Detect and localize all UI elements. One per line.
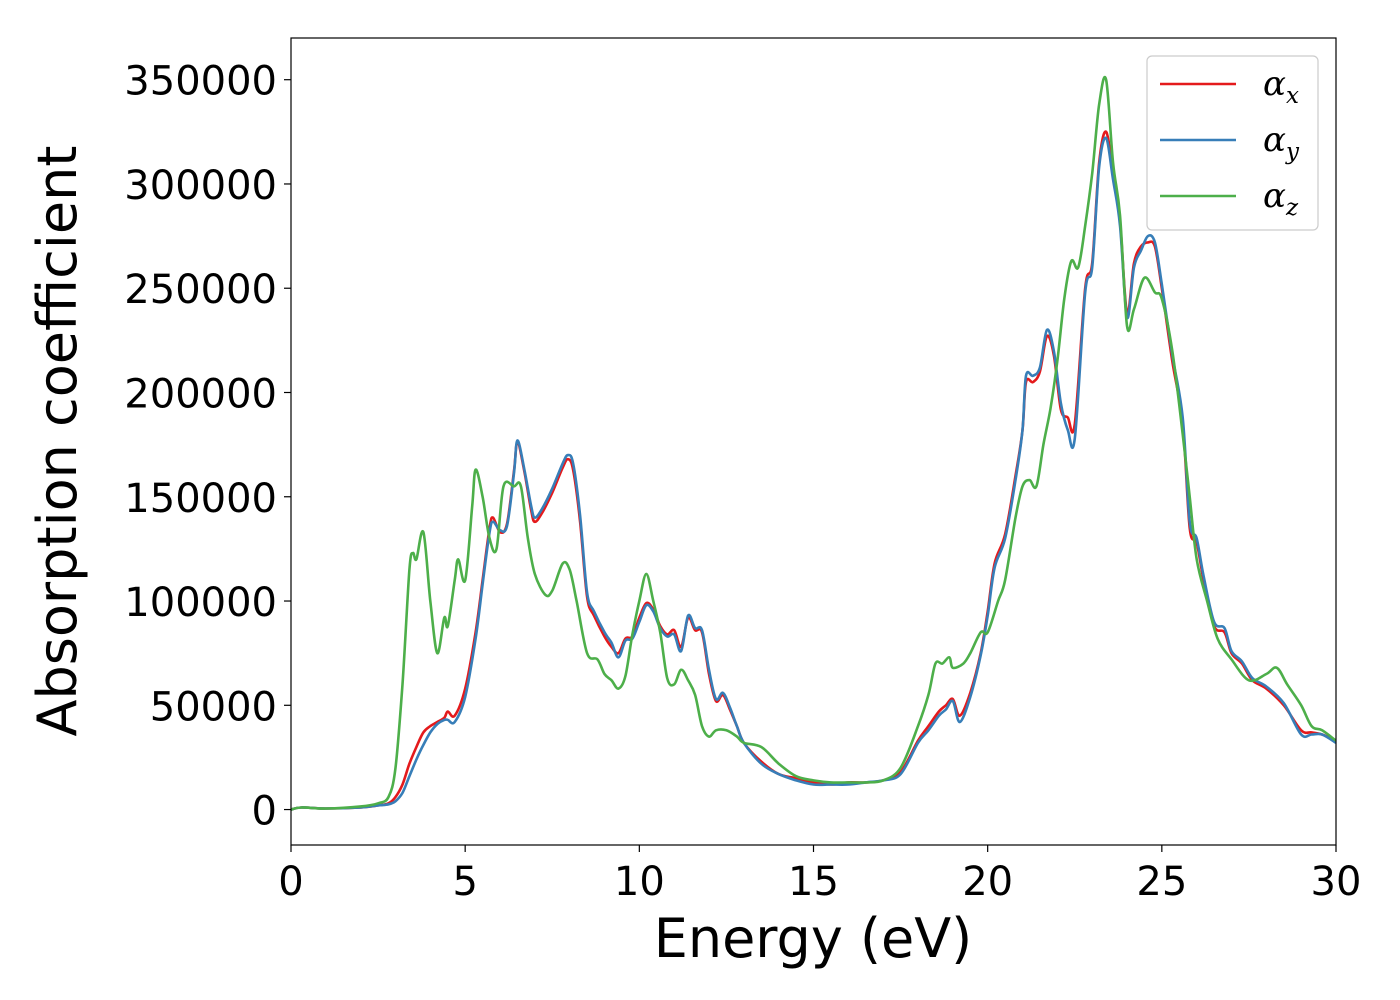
y-tick-label: 150000 xyxy=(124,476,277,522)
x-tick-label: 30 xyxy=(1311,859,1362,905)
series-layer xyxy=(291,76,1336,811)
x-tick-label: 0 xyxy=(278,859,303,905)
legend-label-y: αy xyxy=(1263,120,1300,165)
legend-label-x: αx xyxy=(1263,64,1299,109)
x-tick-label: 10 xyxy=(614,859,665,905)
y-tick-label: 250000 xyxy=(124,267,277,313)
series-line-y xyxy=(291,136,1336,811)
series-line-x xyxy=(291,130,1336,811)
y-tick-label: 0 xyxy=(252,789,277,835)
y-tick-label: 300000 xyxy=(124,163,277,209)
x-axis-title: Energy (eV) xyxy=(654,907,973,970)
legend-box xyxy=(1146,55,1319,231)
x-tick-label: 15 xyxy=(788,859,839,905)
x-tick-label: 20 xyxy=(962,859,1013,905)
y-axis-title: Absorption coefficient xyxy=(26,146,89,737)
y-tick-label: 100000 xyxy=(124,580,277,626)
legend: αx αy αz xyxy=(1146,55,1319,231)
y-tick-label: 50000 xyxy=(150,684,277,730)
y-tick-label: 350000 xyxy=(124,59,277,105)
x-tick-label: 25 xyxy=(1136,859,1187,905)
y-axis-ticks: 0 50000 100000 150000 200000 250000 300000 3500… xyxy=(124,59,291,835)
x-axis-ticks: 0 5 10 15 20 25 30 xyxy=(278,845,1361,905)
legend-label-z: αz xyxy=(1263,176,1299,221)
legend-items: αx αy αz xyxy=(1160,64,1300,221)
series-line-z xyxy=(291,76,1336,811)
x-tick-label: 5 xyxy=(452,859,477,905)
y-tick-label: 200000 xyxy=(124,371,277,417)
